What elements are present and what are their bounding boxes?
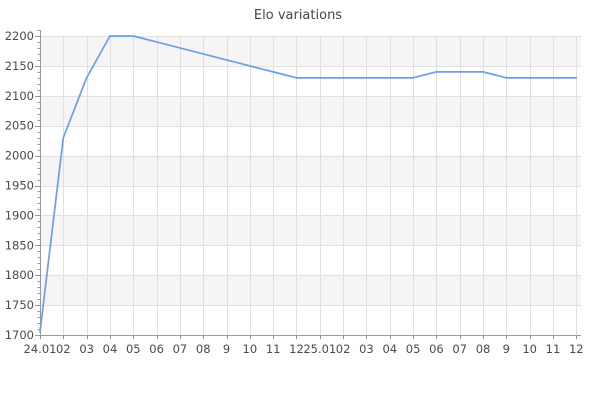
x-tick-label: 04 <box>382 342 397 356</box>
x-tick-label: 05 <box>406 342 421 356</box>
y-tick-label: 2200 <box>5 29 34 43</box>
alt-band <box>40 275 581 306</box>
y-tick-label: 2150 <box>5 59 34 73</box>
y-tick-labels: 1700 1750 1800 1850 1900 1950 2000 2050 2100 2150… <box>5 29 34 342</box>
y-tick-label: 1850 <box>5 238 34 252</box>
x-tick-label: 9 <box>223 342 230 356</box>
y-tick-label: 1700 <box>5 328 34 342</box>
x-tick-label: 07 <box>173 342 188 356</box>
x-tick-label: 08 <box>476 342 491 356</box>
x-tick-label: 9 <box>503 342 510 356</box>
x-tick-label: 08 <box>196 342 211 356</box>
y-tick-label: 1950 <box>5 179 34 193</box>
y-tick-label: 1800 <box>5 268 34 282</box>
x-tick-label: 10 <box>243 342 258 356</box>
x-tick-label: 04 <box>103 342 118 356</box>
series-line <box>39 35 578 333</box>
y-tick-label: 1900 <box>5 208 34 222</box>
x-tick-label: 24.01 <box>24 342 57 356</box>
elo-series-line <box>39 35 578 333</box>
x-tick-label: 03 <box>359 342 374 356</box>
y-tick-label: 2000 <box>5 149 34 163</box>
x-tick-label: 11 <box>546 342 561 356</box>
x-tick-label: 02 <box>336 342 351 356</box>
x-tick-label: 06 <box>429 342 444 356</box>
x-tick-label: 11 <box>266 342 281 356</box>
plot-bands <box>40 36 581 306</box>
grid-lines <box>40 36 581 335</box>
x-tick-label: 12 <box>569 342 584 356</box>
y-tick-label: 1750 <box>5 298 34 312</box>
x-tick-labels: 24.01 02 03 04 05 06 07 08 9 10 11 12 25.01 02 03 04 05 0… <box>24 342 584 356</box>
x-tick-label: 10 <box>522 342 537 356</box>
x-tick-label: 02 <box>56 342 71 356</box>
x-tick-label: 05 <box>126 342 141 356</box>
x-tick-label: 06 <box>149 342 164 356</box>
alt-band <box>40 95 581 126</box>
x-tick-label: 12 <box>289 342 304 356</box>
chart-title: Elo variations <box>254 8 342 23</box>
alt-band <box>40 215 581 246</box>
y-tick-label: 2100 <box>5 89 34 103</box>
x-tick-label: 25.01 <box>303 342 336 356</box>
y-tick-label: 2050 <box>5 119 34 133</box>
x-tick-label: 03 <box>79 342 94 356</box>
alt-band <box>40 155 581 186</box>
alt-band <box>40 36 581 66</box>
x-tick-label: 07 <box>452 342 467 356</box>
